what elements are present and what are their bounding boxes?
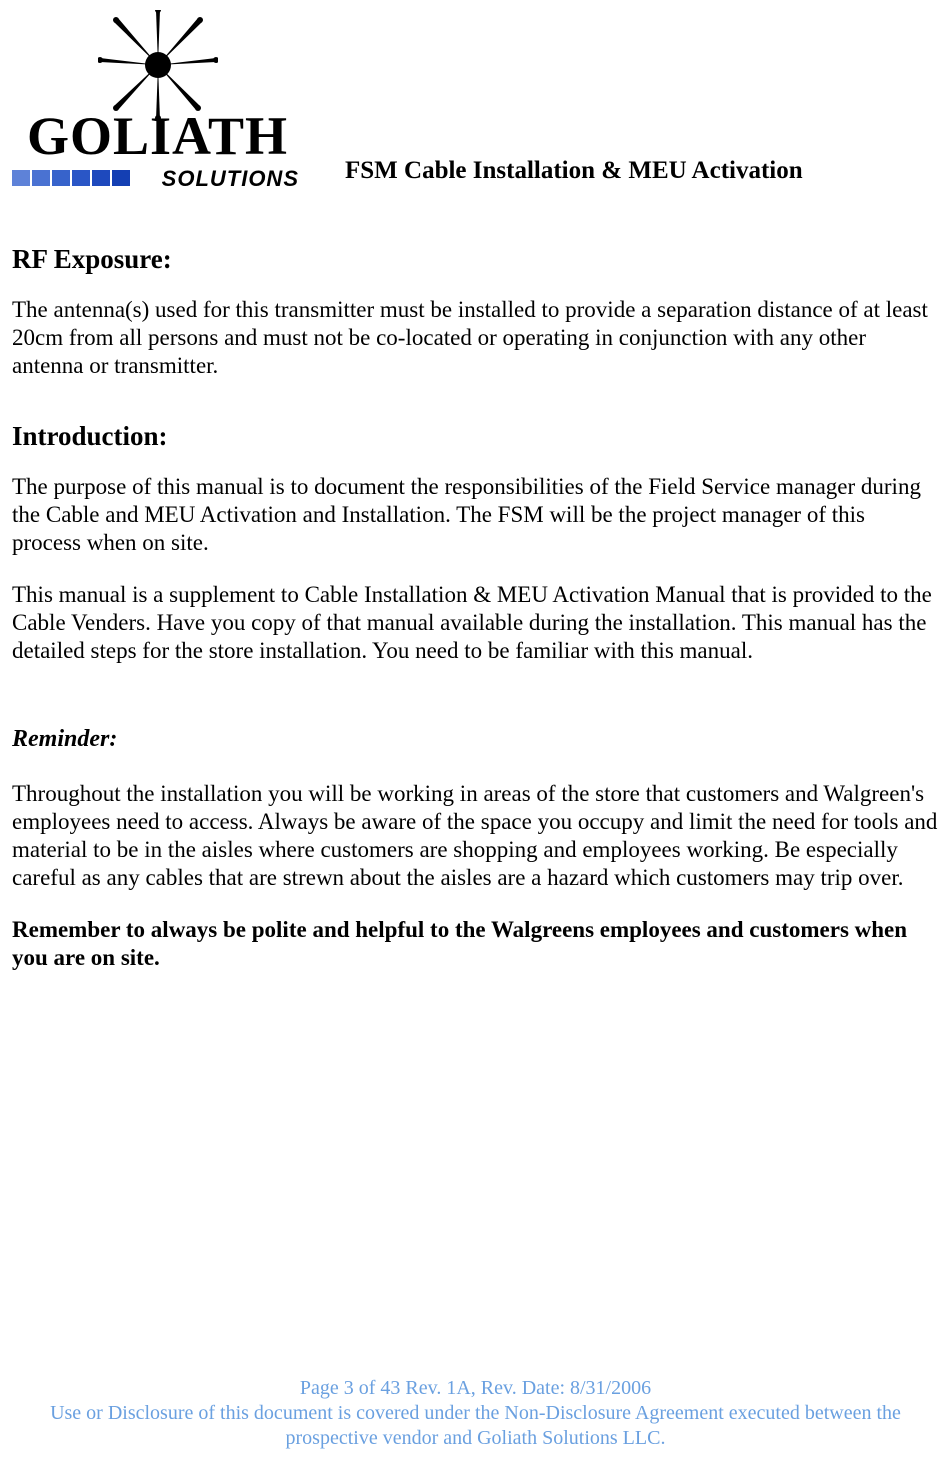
document-body: RF Exposure: The antenna(s) used for thi… — [10, 243, 941, 972]
logo-sub-text: SOLUTIONS — [162, 166, 299, 192]
logo-bars — [12, 170, 130, 186]
star-icon — [98, 10, 218, 120]
document-page: GOLIATH SOLUTIONS FSM Cable Installation… — [0, 0, 951, 1471]
reminder-text: Throughout the installation you will be … — [12, 780, 939, 892]
company-logo: GOLIATH SOLUTIONS — [10, 10, 305, 195]
introduction-heading: Introduction: — [12, 420, 939, 453]
introduction-text-1: The purpose of this manual is to documen… — [12, 473, 939, 557]
document-title: FSM Cable Installation & MEU Activation — [305, 157, 941, 195]
footer-line-1: Page 3 of 43 Rev. 1A, Rev. Date: 8/31/20… — [20, 1376, 931, 1401]
rf-exposure-text: The antenna(s) used for this transmitter… — [12, 296, 939, 380]
remember-text: Remember to always be polite and helpful… — [12, 916, 939, 972]
introduction-text-2: This manual is a supplement to Cable Ins… — [12, 581, 939, 665]
page-footer: Page 3 of 43 Rev. 1A, Rev. Date: 8/31/20… — [0, 1376, 951, 1451]
page-header: GOLIATH SOLUTIONS FSM Cable Installation… — [10, 0, 941, 195]
reminder-heading: Reminder: — [12, 725, 939, 754]
footer-line-2: Use or Disclosure of this document is co… — [20, 1401, 931, 1451]
logo-main-text: GOLIATH — [27, 105, 288, 167]
rf-exposure-heading: RF Exposure: — [12, 243, 939, 276]
